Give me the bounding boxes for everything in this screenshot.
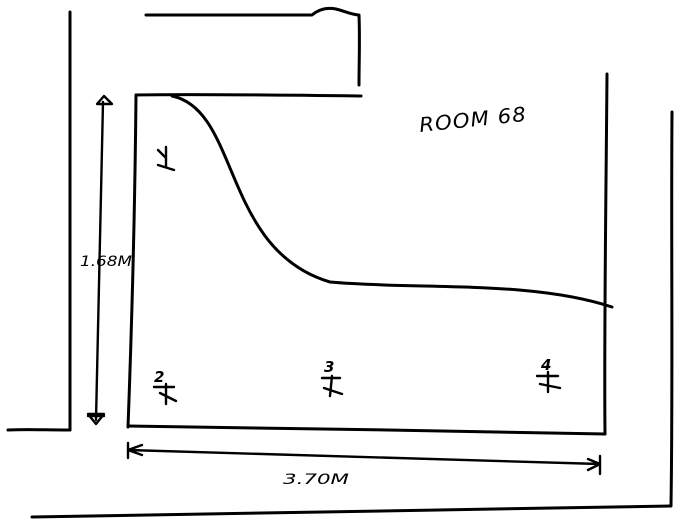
room-top-wall (134, 93, 363, 98)
height-dimension: 1.68M (80, 94, 132, 426)
top-partition (144, 6, 361, 87)
width-arrow-left-icon (126, 441, 144, 460)
room-outline (126, 72, 614, 436)
width-dimension-label: 3.70M (283, 472, 349, 488)
marker-1 (156, 145, 176, 172)
room-label: ROOM 68 (418, 102, 528, 137)
position-markers: 2 3 4 (152, 145, 562, 406)
marker-1-symbol-icon (156, 145, 176, 172)
marker-3: 3 (320, 358, 344, 398)
room-bottom-wall (126, 424, 607, 436)
height-arrow-bottom-icon (86, 412, 106, 426)
right-outer-wall (669, 110, 674, 507)
marker-2-symbol-icon (152, 382, 178, 406)
height-dimension-label: 1.68M (80, 254, 132, 270)
room-right-wall (603, 72, 609, 436)
marker-4-number: 4 (540, 356, 551, 374)
width-arrow-right-icon (586, 454, 602, 476)
marker-4: 4 (535, 356, 562, 394)
room-left-wall (126, 93, 138, 429)
bottom-outer-wall (30, 504, 673, 519)
marker-3-number: 3 (324, 358, 334, 376)
marker-3-symbol-icon (320, 374, 344, 398)
marker-2: 2 (152, 368, 178, 406)
top-partition-line (144, 6, 360, 17)
height-dimension-line (94, 100, 105, 422)
marker-2-number: 2 (154, 368, 164, 386)
width-dimension: 3.70M (126, 441, 602, 488)
outer-walls (6, 10, 674, 519)
left-outer-wall (68, 10, 72, 432)
height-arrow-top-icon (95, 94, 114, 106)
marker-4-symbol-icon (535, 370, 562, 394)
door-swing-curve (170, 94, 614, 309)
width-dimension-line (126, 448, 602, 466)
